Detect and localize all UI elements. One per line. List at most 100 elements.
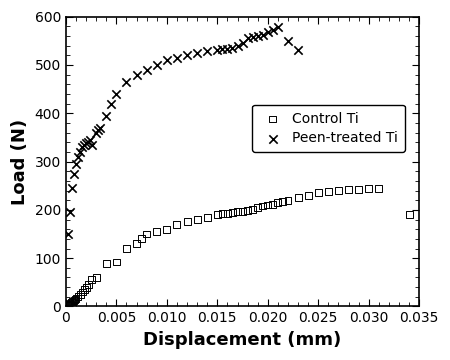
Peen-treated Ti bbox=[294, 48, 302, 53]
Control Ti bbox=[66, 301, 73, 307]
Control Ti bbox=[203, 214, 211, 220]
Control Ti bbox=[239, 208, 246, 214]
Peen-treated Ti bbox=[224, 46, 231, 52]
Control Ti bbox=[365, 186, 372, 192]
Peen-treated Ti bbox=[264, 29, 271, 35]
Control Ti bbox=[82, 284, 90, 290]
Peen-treated Ti bbox=[97, 125, 104, 131]
Peen-treated Ti bbox=[203, 49, 211, 54]
Control Ti bbox=[163, 226, 171, 232]
Y-axis label: Load (N): Load (N) bbox=[11, 118, 29, 204]
Control Ti bbox=[138, 236, 145, 242]
Control Ti bbox=[244, 208, 251, 214]
Control Ti bbox=[81, 287, 88, 292]
Control Ti bbox=[68, 301, 75, 306]
Control Ti bbox=[325, 189, 332, 194]
Peen-treated Ti bbox=[72, 161, 80, 167]
Control Ti bbox=[219, 211, 226, 217]
Peen-treated Ti bbox=[143, 67, 150, 73]
Control Ti bbox=[78, 289, 86, 295]
Legend: Control Ti, Peen-treated Ti: Control Ti, Peen-treated Ti bbox=[252, 105, 405, 152]
Control Ti bbox=[305, 193, 312, 198]
Control Ti bbox=[294, 195, 302, 201]
Peen-treated Ti bbox=[89, 142, 96, 148]
Control Ti bbox=[74, 294, 81, 300]
Peen-treated Ti bbox=[85, 139, 92, 145]
Peen-treated Ti bbox=[74, 154, 81, 159]
Peen-treated Ti bbox=[214, 48, 221, 53]
Peen-treated Ti bbox=[239, 40, 246, 46]
X-axis label: Displacement (mm): Displacement (mm) bbox=[144, 331, 342, 349]
Control Ti bbox=[70, 298, 77, 303]
Peen-treated Ti bbox=[244, 36, 251, 41]
Control Ti bbox=[315, 190, 322, 196]
Peen-treated Ti bbox=[249, 34, 256, 40]
Control Ti bbox=[224, 210, 231, 216]
Control Ti bbox=[72, 297, 79, 303]
Peen-treated Ti bbox=[64, 231, 72, 237]
Peen-treated Ti bbox=[123, 79, 130, 85]
Peen-treated Ti bbox=[76, 149, 84, 155]
Control Ti bbox=[68, 300, 76, 306]
Control Ti bbox=[249, 207, 256, 213]
Peen-treated Ti bbox=[70, 171, 77, 176]
Control Ti bbox=[234, 209, 241, 215]
Peen-treated Ti bbox=[94, 127, 102, 133]
Peen-treated Ti bbox=[254, 33, 261, 39]
Control Ti bbox=[63, 303, 71, 309]
Control Ti bbox=[64, 302, 72, 308]
Control Ti bbox=[254, 204, 261, 210]
Peen-treated Ti bbox=[184, 52, 191, 58]
Control Ti bbox=[375, 185, 382, 191]
Peen-treated Ti bbox=[173, 55, 180, 60]
Peen-treated Ti bbox=[113, 91, 120, 97]
Control Ti bbox=[214, 212, 221, 217]
Control Ti bbox=[184, 219, 191, 225]
Control Ti bbox=[405, 212, 413, 217]
Peen-treated Ti bbox=[229, 46, 236, 51]
Peen-treated Ti bbox=[163, 57, 171, 63]
Peen-treated Ti bbox=[153, 62, 160, 68]
Control Ti bbox=[345, 187, 352, 193]
Control Ti bbox=[113, 259, 120, 265]
Peen-treated Ti bbox=[103, 113, 110, 118]
Peen-treated Ti bbox=[82, 140, 90, 146]
Peen-treated Ti bbox=[194, 50, 201, 56]
Control Ti bbox=[93, 275, 100, 280]
Peen-treated Ti bbox=[234, 43, 241, 49]
Control Ti bbox=[274, 200, 282, 206]
Control Ti bbox=[264, 202, 271, 208]
Control Ti bbox=[279, 198, 287, 204]
Peen-treated Ti bbox=[274, 24, 282, 30]
Control Ti bbox=[269, 201, 276, 207]
Peen-treated Ti bbox=[259, 32, 266, 38]
Control Ti bbox=[76, 292, 84, 297]
Peen-treated Ti bbox=[269, 27, 276, 33]
Peen-treated Ti bbox=[66, 210, 73, 215]
Control Ti bbox=[284, 197, 292, 203]
Peen-treated Ti bbox=[108, 101, 115, 107]
Peen-treated Ti bbox=[93, 130, 100, 135]
Control Ti bbox=[335, 188, 342, 193]
Control Ti bbox=[229, 210, 236, 216]
Peen-treated Ti bbox=[284, 38, 292, 44]
Peen-treated Ti bbox=[133, 72, 140, 77]
Control Ti bbox=[194, 217, 201, 222]
Control Ti bbox=[65, 302, 72, 307]
Control Ti bbox=[103, 261, 110, 267]
Control Ti bbox=[69, 299, 76, 305]
Peen-treated Ti bbox=[78, 144, 86, 150]
Control Ti bbox=[355, 186, 362, 192]
Control Ti bbox=[259, 203, 266, 209]
Peen-treated Ti bbox=[86, 137, 94, 143]
Control Ti bbox=[153, 229, 160, 234]
Control Ti bbox=[85, 282, 92, 288]
Control Ti bbox=[133, 241, 140, 247]
Peen-treated Ti bbox=[219, 46, 226, 52]
Control Ti bbox=[123, 246, 130, 251]
Control Ti bbox=[173, 221, 180, 227]
Control Ti bbox=[72, 296, 80, 302]
Control Ti bbox=[88, 277, 95, 283]
Peen-treated Ti bbox=[68, 185, 76, 191]
Peen-treated Ti bbox=[81, 142, 88, 148]
